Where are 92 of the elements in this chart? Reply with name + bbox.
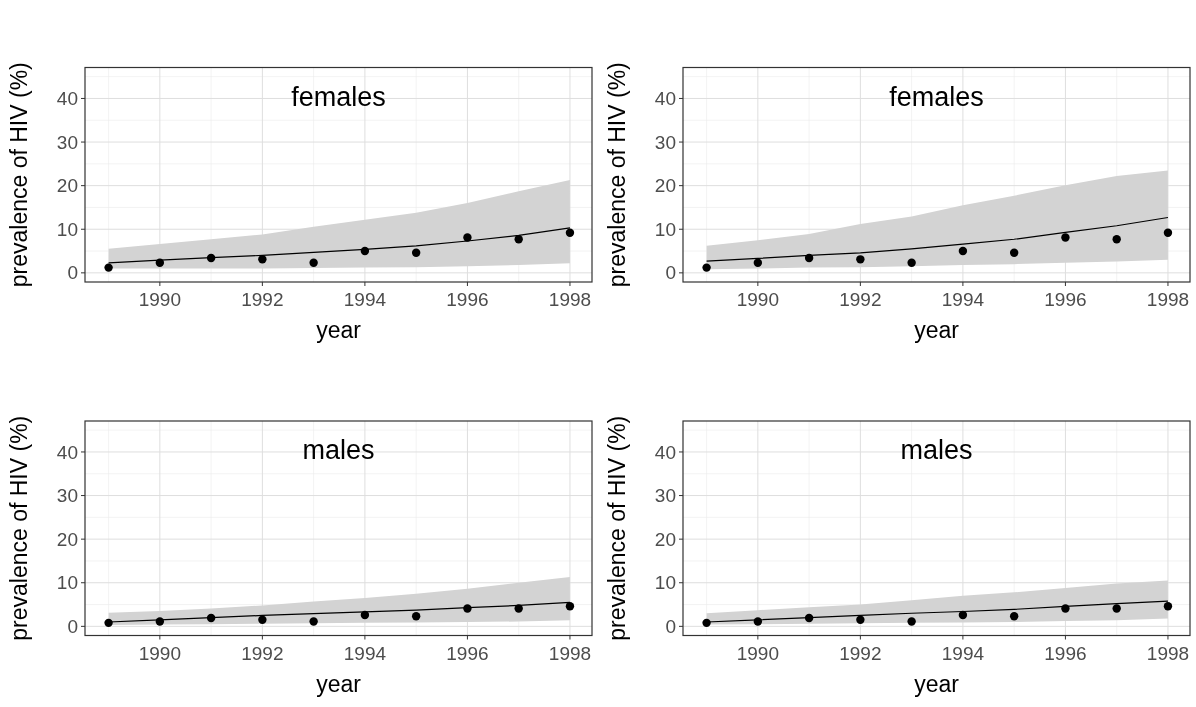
y-tick-label: 10 (56, 572, 78, 594)
point (514, 235, 523, 244)
y-tick-label: 10 (56, 218, 78, 240)
text: males (900, 435, 973, 465)
x-tick-label: 1996 (446, 289, 489, 310)
x-tick-label: 1994 (941, 289, 985, 310)
point (1163, 602, 1173, 611)
point (155, 258, 165, 268)
point (804, 613, 814, 623)
point (155, 617, 165, 626)
x-tick-label: 1992 (839, 642, 882, 664)
point (856, 255, 865, 264)
y-tick-label: 30 (56, 131, 78, 153)
y-axis-title: prevalence of HIV (%) (604, 415, 630, 641)
point (1163, 228, 1173, 237)
point (258, 615, 267, 625)
y-axis-title: prevalence of HIV (%) (6, 62, 32, 288)
point (565, 602, 575, 611)
point (856, 615, 865, 625)
y-tick-label: 20 (56, 175, 78, 197)
text: females (889, 81, 984, 112)
x-tick-label: 1990 (138, 289, 181, 310)
point (1112, 235, 1121, 244)
point (360, 610, 370, 620)
point (411, 612, 421, 621)
point (206, 613, 216, 623)
point (702, 263, 711, 272)
x-axis-title: year (914, 670, 960, 697)
point (1061, 233, 1070, 242)
x-tick-label: 1990 (736, 642, 779, 664)
text: males (302, 435, 375, 465)
x-tick-label: 1994 (343, 642, 387, 664)
x-tick-label: 1994 (941, 642, 985, 664)
y-tick-label: 0 (67, 262, 78, 284)
point (702, 618, 711, 628)
point (463, 233, 472, 242)
point (1061, 604, 1070, 613)
point (958, 246, 968, 256)
point (907, 258, 916, 268)
point (258, 255, 267, 264)
y-tick-label: 0 (665, 262, 676, 284)
y-tick-label: 40 (654, 88, 676, 110)
point (360, 246, 370, 256)
y-tick-label: 30 (654, 485, 676, 507)
y-tick-label: 20 (56, 528, 78, 550)
y-tick-label: 0 (665, 615, 676, 637)
x-tick-label: 1998 (1146, 642, 1190, 664)
x-tick-label: 1990 (736, 289, 779, 310)
x-tick-label: 1990 (138, 642, 181, 664)
point (309, 258, 318, 268)
x-axis-title: year (316, 670, 362, 697)
point (104, 263, 113, 272)
x-axis-title: year (316, 317, 362, 343)
y-tick-label: 20 (654, 175, 676, 197)
x-tick-label: 1998 (548, 289, 592, 310)
x-tick-label: 1994 (343, 289, 387, 310)
x-tick-label: 1996 (1044, 642, 1087, 664)
y-tick-label: 40 (654, 441, 676, 463)
y-tick-label: 40 (56, 441, 78, 463)
y-tick-label: 10 (654, 218, 676, 240)
y-tick-label: 20 (654, 528, 676, 550)
x-tick-label: 1996 (1044, 289, 1087, 310)
x-tick-label: 1992 (241, 289, 284, 310)
point (1009, 612, 1019, 621)
point (206, 253, 216, 263)
point (411, 248, 421, 257)
x-axis-title: year (914, 317, 960, 343)
text: females (291, 81, 386, 112)
y-tick-label: 10 (654, 572, 676, 594)
x-tick-label: 1992 (241, 642, 284, 664)
point (958, 610, 968, 620)
point (463, 604, 472, 613)
point (753, 258, 763, 268)
x-tick-label: 1992 (839, 289, 882, 310)
point (804, 253, 814, 263)
x-tick-label: 1996 (446, 642, 489, 664)
y-tick-label: 30 (654, 131, 676, 153)
point (104, 618, 113, 628)
point (565, 228, 575, 237)
y-tick-label: 40 (56, 88, 78, 110)
point (1009, 248, 1019, 257)
y-tick-label: 30 (56, 485, 78, 507)
y-axis-title: prevalence of HIV (%) (604, 62, 630, 288)
x-tick-label: 1998 (548, 642, 592, 664)
point (514, 604, 523, 613)
y-axis-title: prevalence of HIV (%) (6, 415, 32, 641)
x-tick-label: 1998 (1146, 289, 1190, 310)
point (753, 617, 763, 626)
point (1112, 604, 1121, 613)
point (309, 617, 318, 626)
point (907, 617, 916, 626)
y-tick-label: 0 (67, 615, 78, 637)
